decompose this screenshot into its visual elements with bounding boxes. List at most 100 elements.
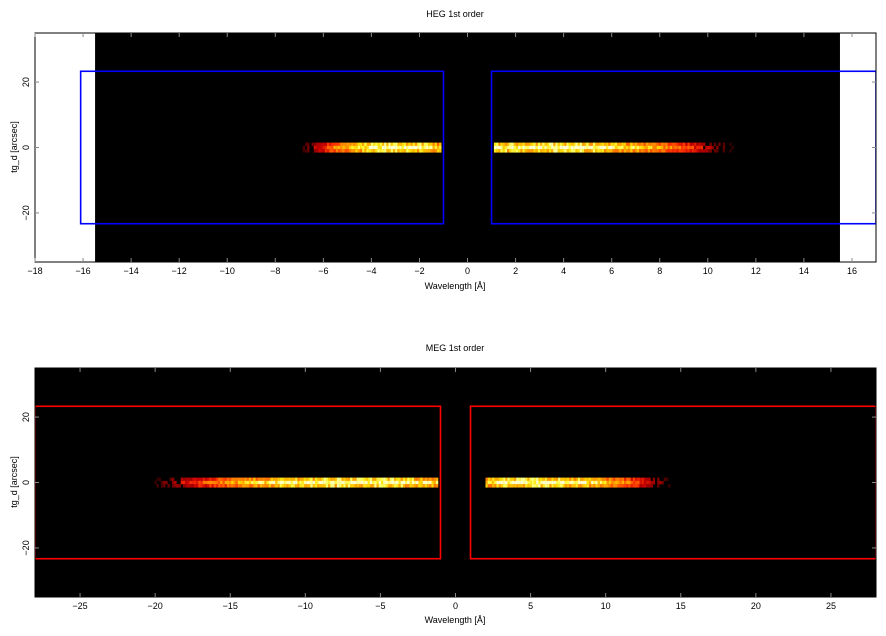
meg-streak-pixel xyxy=(489,484,493,488)
meg-source-streak xyxy=(154,477,439,488)
heg-streak-pixel xyxy=(313,145,317,150)
meg-streak-pixel xyxy=(599,480,603,485)
meg-streak-pixel xyxy=(547,480,550,485)
heg-streak-pixel xyxy=(685,145,688,150)
meg-streak-pixel xyxy=(308,484,311,488)
heg-streak-pixel xyxy=(364,142,367,147)
heg-streak-pixel xyxy=(597,149,600,153)
heg-streak-pixel xyxy=(399,142,402,147)
heg-streak-pixel xyxy=(318,149,321,153)
heg-streak-pixel xyxy=(540,149,543,153)
heg-streak-pixel xyxy=(608,149,611,153)
heg-streak-pixel xyxy=(377,149,380,153)
meg-streak-pixel xyxy=(416,484,419,488)
heg-streak-pixel xyxy=(373,145,376,150)
heg-streak-pixel xyxy=(399,149,402,153)
meg-streak-pixel xyxy=(527,477,530,482)
meg-streak-pixel xyxy=(555,484,559,488)
heg-streak-pixel xyxy=(573,149,576,153)
heg-streak-pixel xyxy=(425,142,429,147)
heg-streak-pixel xyxy=(632,142,635,147)
meg-streak-pixel xyxy=(248,477,252,482)
meg-streak-pixel xyxy=(372,484,375,488)
meg-streak-pixel xyxy=(200,480,203,485)
meg-streak-pixel xyxy=(538,480,541,485)
meg-streak-pixel xyxy=(380,477,384,482)
meg-streak-pixel xyxy=(233,484,236,488)
heg-streak-pixel xyxy=(412,142,416,147)
meg-streak-pixel xyxy=(380,480,384,485)
meg-streak-pixel xyxy=(635,477,638,482)
heg-streak-pixel xyxy=(493,142,497,147)
heg-streak-pixel xyxy=(351,149,354,153)
heg-streak-pixel xyxy=(689,142,693,147)
meg-x-tick-label: −10 xyxy=(298,601,313,611)
meg-streak-pixel xyxy=(424,484,428,488)
meg-streak-pixel xyxy=(505,484,508,488)
heg-streak-pixel xyxy=(425,149,429,153)
meg-streak-pixel xyxy=(211,484,214,488)
heg-y-tick-label: −20 xyxy=(21,205,31,220)
meg-streak-pixel xyxy=(270,484,274,488)
meg-y-tick-label: −20 xyxy=(21,540,31,555)
meg-streak-pixel xyxy=(288,480,291,485)
meg-streak-pixel xyxy=(588,484,592,488)
heg-streak-pixel xyxy=(368,145,372,150)
meg-streak-pixel xyxy=(374,477,377,482)
heg-streak-pixel xyxy=(656,149,660,153)
heg-streak-pixel xyxy=(700,142,704,147)
meg-streak-pixel xyxy=(246,484,250,488)
heg-streak-pixel xyxy=(526,142,530,147)
meg-streak-pixel xyxy=(191,477,195,482)
meg-streak-pixel xyxy=(492,477,495,482)
heg-streak-pixel xyxy=(641,149,644,153)
heg-streak-pixel xyxy=(548,142,552,147)
heg-streak-pixel xyxy=(546,142,550,147)
meg-streak-pixel xyxy=(577,484,581,488)
meg-streak-pixel xyxy=(246,480,250,485)
heg-streak-pixel xyxy=(586,145,589,150)
heg-streak-pixel xyxy=(559,142,563,147)
meg-streak-pixel xyxy=(628,477,631,482)
meg-streak-pixel xyxy=(485,484,488,488)
meg-streak-pixel xyxy=(606,477,609,482)
meg-streak-pixel xyxy=(639,480,642,485)
meg-streak-pixel xyxy=(602,477,605,482)
meg-streak-pixel xyxy=(485,480,488,485)
meg-streak-pixel xyxy=(591,477,594,482)
heg-streak-pixel xyxy=(337,149,341,153)
heg-streak-pixel xyxy=(689,149,693,153)
meg-streak-pixel xyxy=(185,477,188,482)
heg-streak-pixel xyxy=(313,149,317,153)
meg-streak-pixel xyxy=(332,477,335,482)
meg-streak-pixel xyxy=(595,477,598,482)
meg-streak-pixel xyxy=(246,477,250,482)
meg-streak-pixel xyxy=(268,480,272,485)
meg-streak-pixel xyxy=(577,477,581,482)
meg-streak-pixel xyxy=(369,477,373,482)
heg-streak-pixel xyxy=(678,149,682,153)
meg-streak-pixel xyxy=(332,484,335,488)
heg-streak-pixel xyxy=(674,145,677,150)
meg-streak-pixel xyxy=(553,480,557,485)
meg-streak-pixel xyxy=(641,484,645,488)
heg-streak-pixel xyxy=(326,142,330,147)
meg-streak-pixel xyxy=(573,477,576,482)
heg-streak-pixel xyxy=(377,142,380,147)
heg-streak-pixel xyxy=(324,142,328,147)
meg-streak-pixel xyxy=(595,484,598,488)
heg-streak-pixel xyxy=(579,142,583,147)
meg-streak-pixel xyxy=(586,480,590,485)
heg-streak-pixel xyxy=(390,142,394,147)
heg-streak-pixel xyxy=(318,145,321,150)
meg-streak-pixel xyxy=(396,484,399,488)
meg-streak-pixel xyxy=(580,477,583,482)
meg-streak-pixel xyxy=(253,480,256,485)
heg-streak-pixel xyxy=(329,145,332,150)
meg-streak-pixel xyxy=(204,477,208,482)
meg-streak-pixel xyxy=(229,480,232,485)
meg-streak-pixel xyxy=(420,484,423,488)
heg-streak-pixel xyxy=(434,145,438,150)
heg-streak-pixel xyxy=(628,149,631,153)
heg-streak-pixel xyxy=(386,142,389,147)
